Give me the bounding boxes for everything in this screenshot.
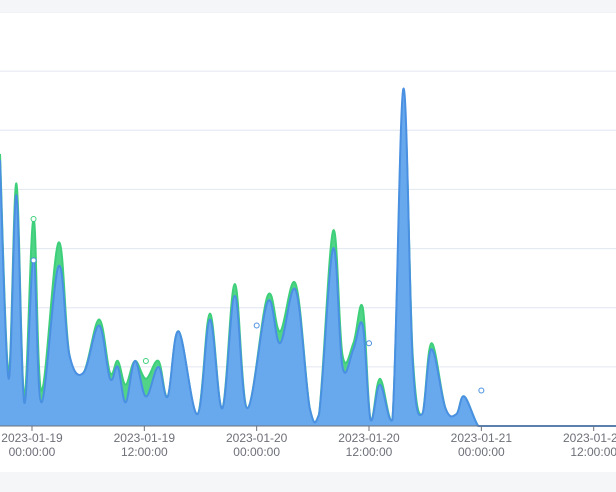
x-tick-date: 2023-01-19 (1, 431, 63, 445)
x-tick-time: 00:00:00 (233, 445, 280, 459)
x-tick-label: 2023-01-19 12:00:00 (114, 431, 176, 459)
x-tick-date: 2023-01-21 (563, 431, 616, 445)
x-tick-time: 00:00:00 (458, 445, 505, 459)
x-tick-time: 12:00:00 (346, 445, 393, 459)
grid-lines (0, 12, 616, 368)
x-tick-date: 2023-01-19 (114, 431, 176, 445)
series-2-point (366, 340, 373, 347)
x-tick-label: 2023-01-19 00:00:00 (1, 431, 63, 459)
series-2-point (253, 322, 260, 329)
x-tick-label: 2023-01-2112:00:00 (563, 431, 616, 459)
series-areas (0, 87, 616, 427)
series-markers (30, 216, 485, 394)
x-tick-time: 12:00:00 (570, 445, 616, 459)
chart-card: 2023-01-19 00:00:00 2023-01-19 12:00:00 2023… (0, 12, 616, 472)
x-tick-label: 2023-01-20 12:00:00 (338, 431, 400, 459)
series-1-point (30, 216, 37, 222)
x-tick-label: 2023-01-21 00:00:00 (451, 431, 513, 459)
x-tick-date: 2023-01-20 (226, 431, 288, 445)
x-axis-ticks (31, 426, 595, 431)
x-tick-time: 00:00:00 (9, 445, 56, 459)
x-tick-label: 2023-01-20 00:00:00 (226, 431, 288, 459)
x-tick-date: 2023-01-20 (338, 431, 400, 445)
series-2-point (30, 257, 37, 264)
x-tick-date: 2023-01-21 (451, 431, 513, 445)
series-2-area (0, 88, 616, 427)
x-tick-time: 12:00:00 (121, 445, 168, 459)
series-2-point (478, 387, 485, 394)
series-2-line (0, 87, 616, 427)
series-1-point (142, 357, 149, 364)
